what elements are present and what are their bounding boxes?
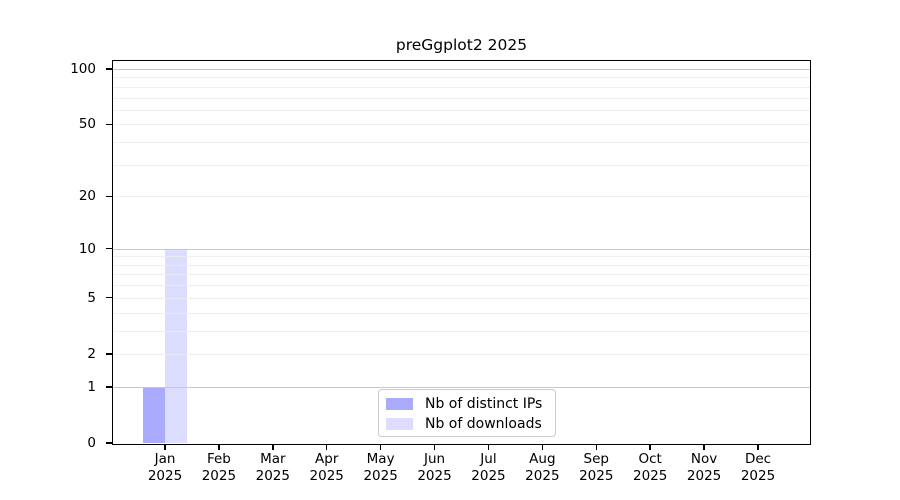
y-tick-mark <box>106 68 113 70</box>
legend-label-downloads: Nb of downloads <box>425 416 542 432</box>
gridline-major <box>113 69 810 70</box>
x-tick-label: Jul 2025 <box>471 451 506 484</box>
x-tick-mark <box>164 444 166 450</box>
legend-swatch-downloads <box>386 418 413 430</box>
x-tick-label: Dec 2025 <box>740 451 776 484</box>
x-tick-label: Jan 2025 <box>147 451 183 484</box>
x-tick-mark <box>703 444 705 450</box>
legend-item-distinct-ips: Nb of distinct IPs <box>386 394 548 414</box>
gridline-minor <box>113 109 810 111</box>
gridline-minor <box>113 312 810 314</box>
x-tick-label: Sep 2025 <box>579 451 614 484</box>
y-tick-label: 100 <box>70 61 96 78</box>
x-tick-label: Mar 2025 <box>255 451 290 484</box>
gridline-minor <box>113 353 810 355</box>
gridline-minor <box>113 86 810 88</box>
legend: Nb of distinct IPs Nb of downloads <box>378 389 556 437</box>
y-tick-mark <box>106 247 113 250</box>
y-tick-label: 10 <box>78 240 96 257</box>
x-tick-mark <box>379 444 382 450</box>
plot-area <box>113 61 810 443</box>
y-tick-mark <box>106 386 113 388</box>
y-tick-mark <box>106 442 113 444</box>
gridline-minor <box>113 142 810 144</box>
x-tick-label: Apr 2025 <box>309 451 344 484</box>
gridline-minor <box>113 196 810 198</box>
x-tick-mark <box>757 444 759 450</box>
gridline-major <box>113 386 810 388</box>
y-tick-label: 5 <box>87 289 96 306</box>
x-tick-label: Nov 2025 <box>686 451 722 484</box>
bar-distinct-ips-jan <box>143 386 165 443</box>
legend-label-distinct-ips: Nb of distinct IPs <box>425 396 543 412</box>
x-tick-label: Jun 2025 <box>417 451 452 484</box>
y-tick-label: 20 <box>78 188 96 205</box>
x-tick-label: Oct 2025 <box>632 451 668 484</box>
gridline-minor <box>113 164 810 166</box>
x-tick-label: May 2025 <box>363 451 398 484</box>
y-tick-mark <box>106 123 113 126</box>
y-tick-label: 50 <box>78 116 96 133</box>
gridline-minor <box>113 97 810 99</box>
x-tick-mark <box>649 444 651 450</box>
x-tick-label: Feb 2025 <box>201 451 237 484</box>
x-tick-mark <box>272 444 274 450</box>
y-tick-label: 1 <box>87 378 96 395</box>
gridline-minor <box>113 124 810 126</box>
legend-item-downloads: Nb of downloads <box>386 414 548 434</box>
bar-downloads-jan <box>165 248 187 443</box>
gridline-minor <box>113 297 810 299</box>
y-tick-mark <box>106 353 113 355</box>
gridline-minor <box>113 274 810 276</box>
y-tick-mark <box>106 297 113 299</box>
x-axis: Jan 2025 Feb 2025 Mar 2025 Apr 2025 May 2025… <box>113 444 810 496</box>
gridline-minor <box>113 330 810 332</box>
gridline-minor <box>113 256 810 258</box>
y-tick-mark <box>106 195 113 197</box>
y-tick-label: 0 <box>87 435 96 451</box>
y-tick-label: 2 <box>87 345 96 362</box>
x-tick-mark <box>541 444 544 450</box>
gridline-minor <box>113 285 810 287</box>
x-tick-mark <box>218 444 220 450</box>
legend-swatch-distinct-ips <box>386 398 413 410</box>
x-tick-mark <box>433 444 436 450</box>
x-tick-label: Aug 2025 <box>525 451 560 484</box>
gridline-minor <box>113 264 810 266</box>
gridline-minor <box>113 77 810 79</box>
x-tick-mark <box>326 444 328 450</box>
x-tick-mark <box>595 444 597 450</box>
gridline-major <box>113 248 810 250</box>
x-tick-mark <box>487 444 490 450</box>
chart-title: preGgplot2 2025 <box>395 36 528 54</box>
y-axis: 0 1 2 5 10 20 50 100 <box>0 61 113 451</box>
